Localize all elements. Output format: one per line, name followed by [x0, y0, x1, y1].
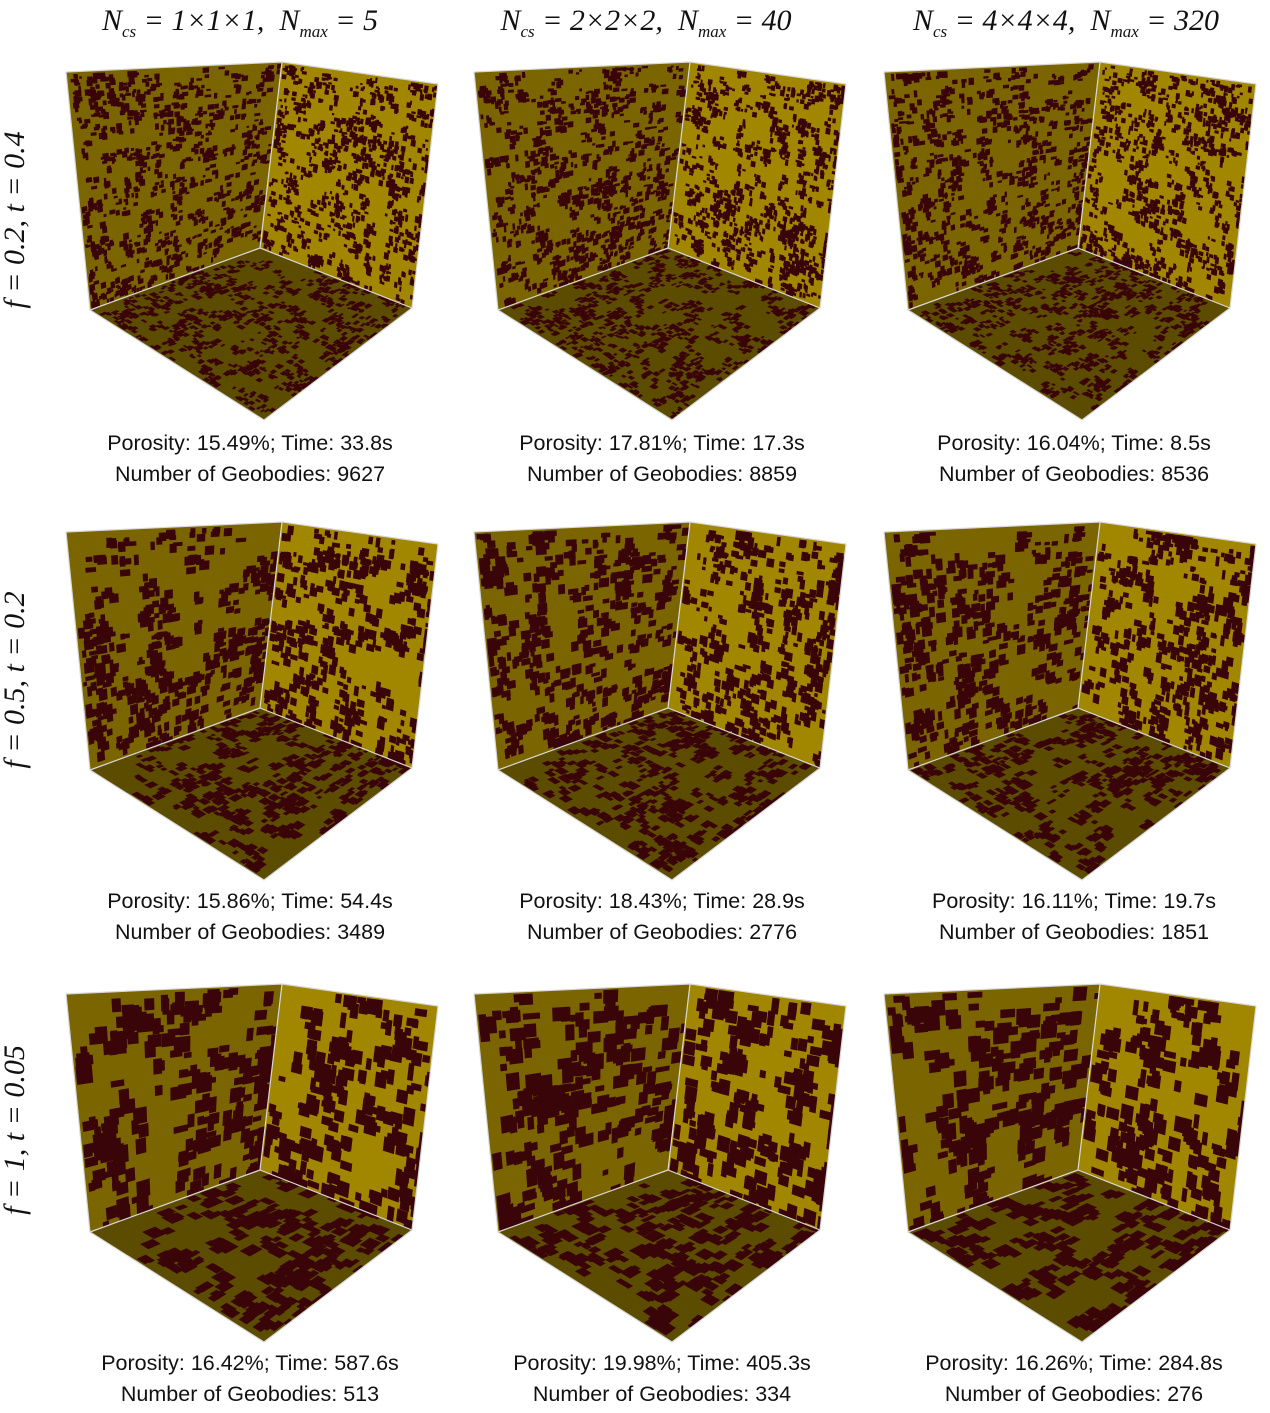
- caption-r2-c3: Porosity: 16.11%; Time: 19.7s Number of G…: [874, 886, 1270, 948]
- caption-geobodies: Number of Geobodies: 3489: [114, 920, 386, 944]
- caption-geobodies: Number of Geobodies: 8536: [938, 462, 1210, 486]
- row-label-1: f = 0.2, t = 0.4: [0, 131, 31, 309]
- column-header-3: Ncs = 4×4×4, Nmax = 320: [912, 4, 1220, 41]
- caption-porosity-time: Porosity: 19.98%; Time: 405.3s: [513, 1351, 811, 1375]
- row-label-2: f = 0.5, t = 0.2: [0, 591, 31, 769]
- cube-r1-c3: [878, 48, 1270, 428]
- caption-porosity-time: Porosity: 17.81%; Time: 17.3s: [519, 431, 805, 455]
- caption-r1-c1: Porosity: 15.49%; Time: 33.8s Number of G…: [50, 428, 450, 490]
- caption-r1-c2: Porosity: 17.81%; Time: 17.3s Number of G…: [462, 428, 862, 490]
- cube-r2-c1: [60, 508, 460, 888]
- caption-r1-c3: Porosity: 16.04%; Time: 8.5s Number of Ge…: [874, 428, 1270, 490]
- caption-r3-c1: Porosity: 16.42%; Time: 587.6s Number of …: [50, 1348, 450, 1410]
- row-label-3: f = 1, t = 0.05: [0, 1045, 31, 1215]
- caption-porosity-time: Porosity: 15.86%; Time: 54.4s: [107, 889, 393, 913]
- cube-r3-c3: [878, 970, 1270, 1350]
- caption-geobodies: Number of Geobodies: 334: [532, 1382, 792, 1406]
- caption-geobodies: Number of Geobodies: 8859: [526, 462, 798, 486]
- caption-porosity-time: Porosity: 16.11%; Time: 19.7s: [931, 889, 1216, 913]
- caption-porosity-time: Porosity: 15.49%; Time: 33.8s: [107, 431, 393, 455]
- column-header-2: Ncs = 2×2×2, Nmax = 40: [500, 4, 792, 41]
- cube-r2-c2: [468, 508, 868, 888]
- caption-geobodies: Number of Geobodies: 2776: [526, 920, 798, 944]
- caption-r3-c2: Porosity: 19.98%; Time: 405.3s Number of …: [462, 1348, 862, 1410]
- caption-geobodies: Number of Geobodies: 9627: [114, 462, 386, 486]
- caption-geobodies: Number of Geobodies: 276: [944, 1382, 1204, 1406]
- cube-r3-c1: [60, 970, 460, 1350]
- cube-r1-c2: [468, 48, 868, 428]
- caption-r2-c1: Porosity: 15.86%; Time: 54.4s Number of G…: [50, 886, 450, 948]
- cube-r2-c3: [878, 508, 1270, 888]
- cube-r3-c2: [468, 970, 868, 1350]
- caption-geobodies: Number of Geobodies: 513: [120, 1382, 380, 1406]
- caption-porosity-time: Porosity: 16.42%; Time: 587.6s: [101, 1351, 399, 1375]
- caption-porosity-time: Porosity: 18.43%; Time: 28.9s: [519, 889, 805, 913]
- caption-geobodies: Number of Geobodies: 1851: [938, 920, 1210, 944]
- caption-r2-c2: Porosity: 18.43%; Time: 28.9s Number of G…: [462, 886, 862, 948]
- cube-r1-c1: [60, 48, 460, 428]
- caption-r3-c3: Porosity: 16.26%; Time: 284.8s Number of …: [874, 1348, 1270, 1410]
- caption-porosity-time: Porosity: 16.26%; Time: 284.8s: [925, 1351, 1223, 1375]
- column-header-1: Ncs = 1×1×1, Nmax = 5: [101, 4, 379, 41]
- caption-porosity-time: Porosity: 16.04%; Time: 8.5s: [937, 431, 1211, 455]
